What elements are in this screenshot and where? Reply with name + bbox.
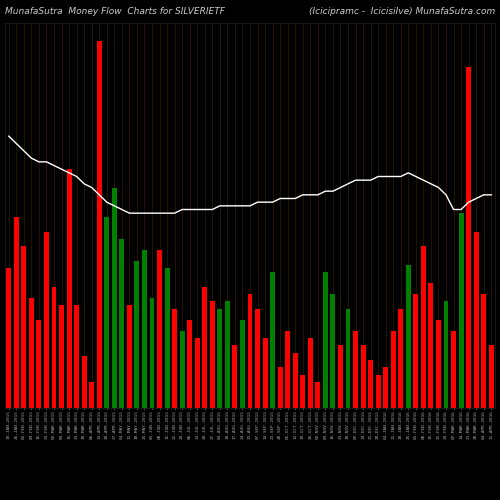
Bar [278, 367, 282, 408]
Bar [293, 352, 298, 408]
Bar [451, 330, 456, 407]
Bar [36, 320, 42, 408]
Bar [338, 345, 343, 408]
Bar [59, 305, 64, 408]
Bar [157, 250, 162, 408]
Text: (Icicipramc -  IcicisiIve) MunafaSutra.com: (Icicipramc - IcicisiIve) MunafaSutra.co… [309, 8, 495, 16]
Bar [232, 345, 237, 408]
Bar [458, 213, 464, 408]
Bar [195, 338, 200, 407]
Bar [225, 301, 230, 408]
Bar [44, 232, 49, 408]
Bar [398, 308, 403, 408]
Bar [360, 345, 366, 408]
Bar [255, 308, 260, 408]
Bar [164, 268, 170, 407]
Bar [248, 294, 252, 408]
Bar [187, 320, 192, 408]
Bar [428, 283, 434, 408]
Bar [6, 268, 11, 407]
Bar [262, 338, 268, 407]
Bar [474, 232, 478, 408]
Bar [436, 320, 441, 408]
Bar [391, 330, 396, 407]
Bar [323, 272, 328, 407]
Bar [421, 246, 426, 408]
Bar [489, 345, 494, 408]
Bar [353, 330, 358, 407]
Bar [383, 367, 388, 408]
Bar [202, 286, 207, 408]
Bar [444, 301, 448, 408]
Text: MunafaSutra  Money Flow  Charts for SILVERIETF: MunafaSutra Money Flow Charts for SILVER… [5, 8, 225, 16]
Bar [300, 374, 305, 408]
Bar [330, 294, 336, 408]
Bar [346, 308, 350, 408]
Bar [120, 239, 124, 408]
Bar [270, 272, 275, 407]
Bar [150, 298, 154, 408]
Bar [308, 338, 313, 407]
Bar [285, 330, 290, 407]
Bar [376, 374, 380, 408]
Bar [134, 261, 140, 408]
Bar [97, 41, 102, 408]
Bar [112, 188, 117, 408]
Bar [406, 264, 411, 408]
Bar [240, 320, 245, 408]
Bar [14, 217, 19, 408]
Bar [52, 286, 57, 408]
Bar [180, 330, 184, 407]
Bar [22, 246, 26, 408]
Bar [172, 308, 177, 408]
Bar [316, 382, 320, 407]
Bar [414, 294, 418, 408]
Bar [218, 308, 222, 408]
Bar [66, 169, 71, 408]
Bar [368, 360, 373, 408]
Bar [82, 356, 86, 408]
Bar [210, 301, 215, 408]
Bar [29, 298, 34, 408]
Bar [481, 294, 486, 408]
Bar [466, 66, 471, 407]
Bar [74, 305, 79, 408]
Bar [104, 217, 109, 408]
Bar [89, 382, 94, 407]
Bar [142, 250, 147, 408]
Bar [127, 305, 132, 408]
